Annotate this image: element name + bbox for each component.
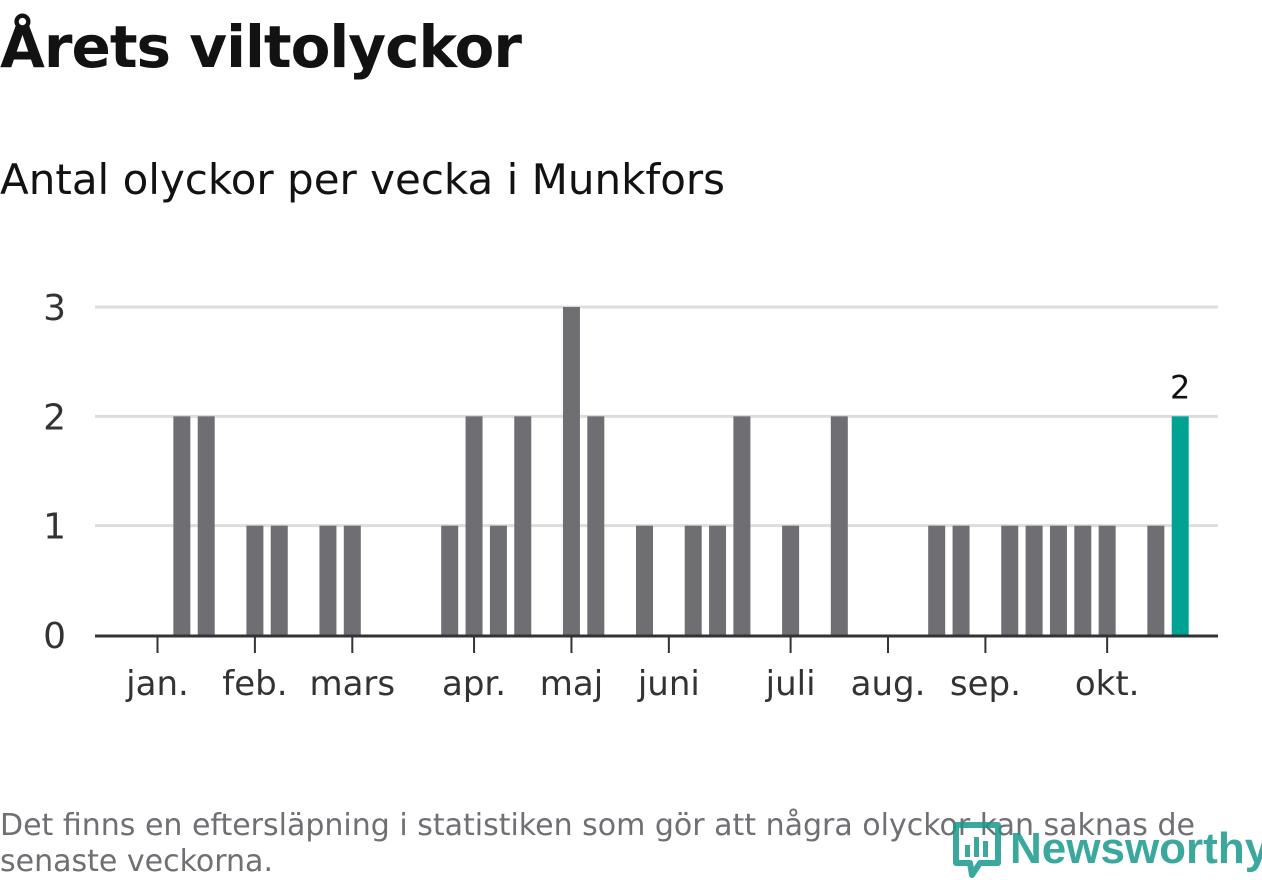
bar bbox=[270, 525, 288, 635]
bar bbox=[1049, 525, 1067, 635]
y-tick-label: 1 bbox=[43, 507, 66, 548]
bar bbox=[1147, 525, 1165, 635]
bar bbox=[733, 416, 751, 635]
x-tick-label: mars bbox=[309, 664, 395, 704]
bar bbox=[928, 525, 946, 635]
bar bbox=[684, 525, 702, 635]
newsworthy-logo-icon bbox=[953, 822, 1001, 878]
bar bbox=[465, 416, 483, 635]
x-axis bbox=[95, 634, 1218, 653]
bar bbox=[709, 525, 727, 635]
x-tick-label: okt. bbox=[1075, 664, 1140, 704]
bar bbox=[246, 525, 264, 635]
bar bbox=[952, 525, 970, 635]
newsworthy-logo: Newsworthy bbox=[952, 818, 1262, 880]
x-tick-label: apr. bbox=[442, 664, 506, 704]
x-tick-label: juni bbox=[637, 664, 700, 704]
brand-name: Newsworthy bbox=[1010, 824, 1262, 873]
x-tick-label: maj bbox=[540, 664, 603, 704]
bars bbox=[173, 307, 1189, 635]
bar bbox=[587, 416, 605, 635]
bar bbox=[197, 416, 215, 635]
bar bbox=[173, 416, 191, 635]
bar bbox=[830, 416, 848, 635]
bar bbox=[1074, 525, 1092, 635]
x-tick-label: aug. bbox=[851, 664, 926, 704]
x-tick-label: jan. bbox=[125, 664, 189, 704]
bar bbox=[1001, 525, 1019, 635]
labels: 0 1 2 3 2 jan. feb. mars apr. maj juni juli aug. sep.… bbox=[43, 288, 1190, 704]
y-tick-label: 2 bbox=[43, 397, 66, 438]
bar bbox=[514, 416, 532, 635]
bar bbox=[1098, 525, 1116, 635]
bar bbox=[343, 525, 361, 635]
grid-lines bbox=[95, 305, 1218, 528]
chart-subtitle: Antal olyckor per vecka i Munkfors bbox=[0, 155, 726, 204]
bar bbox=[1025, 525, 1043, 635]
x-tick-label: sep. bbox=[950, 664, 1021, 704]
highlighted-bar bbox=[1171, 416, 1189, 635]
chart-title: Årets viltolyckor bbox=[0, 13, 522, 81]
bar bbox=[636, 525, 653, 635]
bar bbox=[562, 307, 580, 635]
y-tick-label: 3 bbox=[43, 288, 66, 329]
x-tick-label: juli bbox=[765, 664, 816, 704]
x-tick-label: feb. bbox=[222, 664, 287, 704]
y-tick-label: 0 bbox=[43, 616, 66, 657]
bar bbox=[489, 525, 507, 635]
bar bbox=[782, 525, 800, 635]
highlight-value-label: 2 bbox=[1170, 368, 1190, 406]
bar bbox=[441, 525, 459, 635]
bar bbox=[319, 525, 337, 635]
